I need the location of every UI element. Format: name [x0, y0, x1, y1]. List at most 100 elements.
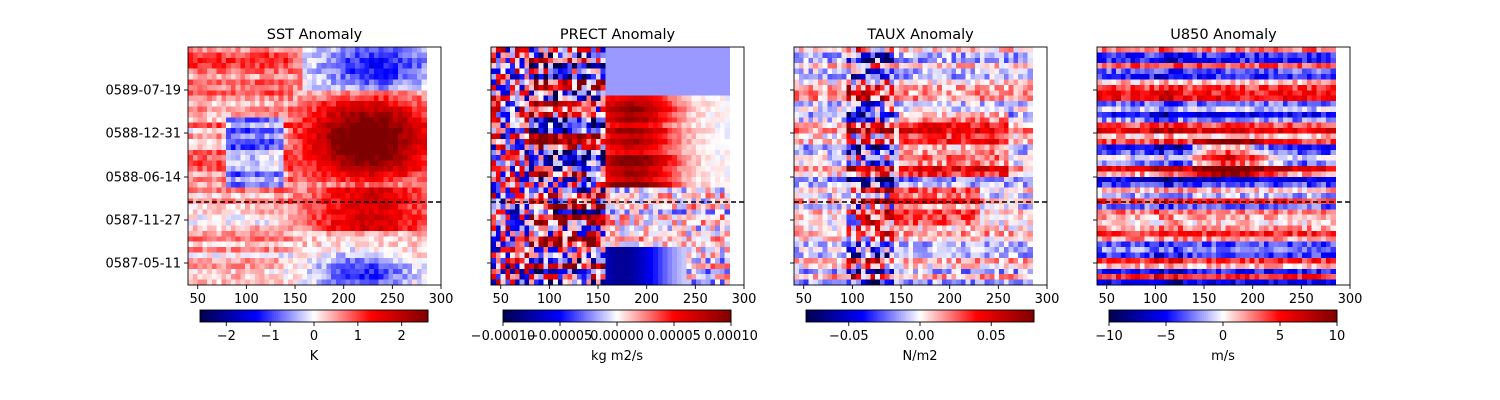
heatmap-cell: [393, 171, 399, 178]
heatmap-cell: [605, 111, 611, 118]
heatmap-cell: [397, 209, 404, 216]
heatmap-cell: [388, 252, 394, 259]
heatmap-cell: [548, 225, 554, 232]
heatmap-cell: [696, 101, 702, 108]
heatmap-cell: [369, 79, 375, 86]
heatmap-cell: [402, 101, 408, 108]
heatmap-cell: [595, 149, 602, 156]
heatmap-cell: [533, 166, 540, 173]
heatmap-cell: [264, 198, 270, 205]
heatmap-cell: [500, 84, 506, 91]
heatmap-cell: [715, 209, 721, 216]
heatmap-cell: [364, 47, 370, 54]
heatmap-cell: [331, 209, 337, 216]
plot-frame: [187, 46, 442, 286]
heatmap-cell: [803, 52, 809, 59]
heatmap-cell: [581, 138, 587, 145]
heatmap-cell: [359, 128, 366, 135]
heatmap-cell: [638, 133, 645, 140]
heatmap-cell: [412, 225, 418, 232]
heatmap-cell: [369, 198, 375, 205]
heatmap-cell: [586, 79, 592, 86]
heatmap-cell: [798, 57, 805, 64]
heatmap-cell: [416, 166, 423, 173]
heatmap-cell: [586, 63, 592, 70]
heatmap-cell: [269, 274, 275, 281]
heatmap-cell: [331, 193, 337, 200]
heatmap-cell: [610, 79, 616, 86]
heatmap-cell: [373, 106, 380, 113]
heatmap-cell: [202, 57, 208, 64]
heatmap-cell: [686, 63, 692, 70]
heatmap-cell: [705, 203, 711, 210]
heatmap-cell: [202, 187, 208, 194]
heatmap-cell: [373, 257, 380, 264]
colorbar-label: K: [310, 349, 319, 364]
colorbar-step: [295, 310, 298, 322]
heatmap-cell: [235, 203, 242, 210]
heatmap-cell: [345, 95, 351, 102]
heatmap-cell: [700, 117, 707, 124]
heatmap-cell: [567, 176, 573, 183]
heatmap-cell: [686, 52, 692, 59]
heatmap-cell: [672, 101, 678, 108]
heatmap-cell: [533, 263, 540, 270]
heatmap-cell: [1018, 52, 1024, 59]
heatmap-cell: [605, 117, 611, 124]
heatmap-cell: [273, 241, 280, 248]
heatmap-cell: [500, 101, 506, 108]
heatmap-cell: [197, 176, 203, 183]
heatmap-cell: [529, 149, 535, 156]
heatmap-cell: [359, 79, 366, 86]
heatmap-cell: [393, 230, 399, 237]
heatmap-cell: [402, 268, 408, 275]
heatmap-cell: [278, 198, 284, 205]
heatmap-cell: [416, 52, 423, 59]
heatmap-cell: [283, 247, 289, 254]
heatmap-cell: [1008, 57, 1014, 64]
heatmap-cell: [557, 203, 564, 210]
heatmap-cell: [359, 149, 366, 156]
heatmap-cell: [514, 274, 521, 281]
heatmap-cell: [259, 166, 265, 173]
heatmap-cell: [567, 279, 573, 286]
heatmap-cell: [197, 274, 203, 281]
heatmap-cell: [576, 220, 583, 227]
heatmap-cell: [383, 138, 389, 145]
heatmap-cell: [586, 274, 592, 281]
heatmap-cell: [491, 274, 497, 281]
colorbar-step: [253, 310, 256, 322]
heatmap-cell: [533, 182, 540, 189]
heatmap-cell: [383, 198, 389, 205]
colorbar-step: [653, 310, 656, 322]
heatmap-cell: [240, 144, 246, 151]
heatmap-cell: [667, 68, 673, 75]
heatmap-cell: [378, 90, 385, 97]
heatmap-cell: [207, 247, 213, 254]
heatmap-cell: [927, 63, 933, 70]
heatmap-cell: [254, 257, 261, 264]
heatmap-cell: [999, 47, 1005, 54]
heatmap-cell: [724, 257, 731, 264]
heatmap-cell: [412, 274, 418, 281]
heatmap-cell: [700, 187, 707, 194]
heatmap-cell: [240, 122, 246, 129]
heatmap-cell: [1013, 47, 1019, 54]
heatmap-cell: [567, 47, 573, 54]
heatmap-cell: [264, 187, 270, 194]
heatmap-cell: [364, 128, 370, 135]
heatmap-cell: [402, 95, 408, 102]
heatmap-cell: [259, 263, 265, 270]
heatmap-cell: [572, 209, 578, 216]
heatmap-cell: [254, 122, 261, 129]
heatmap-cell: [491, 68, 497, 75]
heatmap-cell: [245, 57, 251, 64]
heatmap-cell: [207, 209, 213, 216]
heatmap-cell: [676, 247, 683, 254]
heatmap-cell: [345, 209, 351, 216]
heatmap-cell: [822, 68, 828, 75]
heatmap-cell: [393, 268, 399, 275]
heatmap-cell: [416, 279, 423, 286]
heatmap-cell: [567, 111, 573, 118]
heatmap-cell: [524, 79, 530, 86]
